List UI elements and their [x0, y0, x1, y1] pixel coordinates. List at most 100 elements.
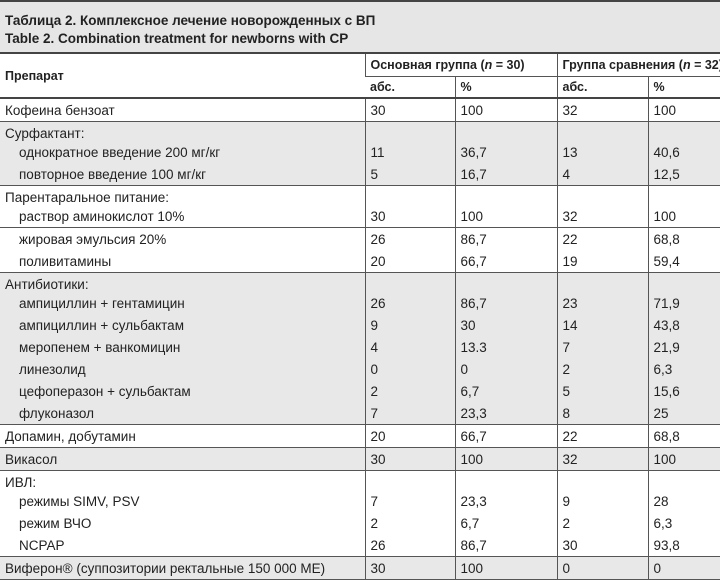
row-label: флуконазол — [0, 402, 365, 425]
cell-main-abs: 30 — [364, 447, 455, 471]
cell-comp-abs — [556, 185, 648, 205]
group-label-row: ИВЛ: — [0, 470, 720, 490]
row-label: однократное введение 200 мг/кг — [0, 141, 365, 163]
cell-main-abs — [364, 185, 455, 205]
cell-comp-abs: 2 — [556, 358, 648, 380]
table-row: линезолид 0 0 2 6,3 — [0, 358, 720, 380]
cell-comp-abs: 9 — [556, 490, 648, 512]
cell-main-pct: 86,7 — [454, 292, 557, 314]
cell-comp-pct: 100 — [647, 98, 720, 122]
cell-comp-pct: 6,3 — [647, 358, 720, 380]
table-row: повторное введение 100 мг/кг 5 16,7 4 12,5 — [0, 163, 720, 186]
table-caption: Таблица 2. Комплексное лечение новорожде… — [0, 0, 720, 52]
cell-main-abs — [364, 470, 455, 490]
group-label-row: Сурфактант: — [0, 121, 720, 141]
table-row: раствор аминокислот 10% 30 100 32 100 — [0, 205, 720, 228]
table-row: цефоперазон + сульбактам 2 6,7 5 15,6 — [0, 380, 720, 402]
cell-comp-abs — [556, 272, 648, 292]
cell-main-pct: 0 — [454, 358, 557, 380]
cell-comp-abs: 2 — [556, 512, 648, 534]
cell-comp-pct — [647, 121, 720, 141]
table-row: Викасол 30 100 32 100 — [0, 447, 720, 471]
row-label: режим ВЧО — [19, 515, 92, 531]
row-label: Виферон® (суппозитории ректальные 150 00… — [0, 556, 365, 580]
table-row: меропенем + ванкомицин 4 13.3 7 21,9 — [0, 336, 720, 358]
header-comp-abs: абс. — [556, 76, 648, 98]
cell-main-abs: 20 — [364, 250, 455, 273]
cell-main-abs: 30 — [364, 205, 455, 228]
row-label: жировая эмульсия 20% — [0, 227, 365, 250]
cell-comp-pct: 21,9 — [647, 336, 720, 358]
cell-main-pct: 16,7 — [454, 163, 557, 186]
row-label: Кофеина бензоат — [5, 102, 115, 118]
cell-comp-abs — [556, 470, 648, 490]
header-drug: Препарат — [0, 52, 365, 98]
cell-main-pct: 86,7 — [454, 534, 557, 557]
cell-comp-pct: 0 — [647, 556, 720, 580]
cell-comp-abs: 32 — [556, 98, 648, 122]
row-label: ИВЛ: — [0, 470, 365, 490]
cell-comp-pct: 59,4 — [647, 250, 720, 273]
cell-main-abs: 7 — [364, 490, 455, 512]
cell-comp-abs: 14 — [556, 314, 648, 336]
cell-main-abs: 26 — [364, 534, 455, 557]
cell-main-pct: 36,7 — [454, 141, 557, 163]
cell-main-pct: 23,3 — [454, 490, 557, 512]
caption-en: Table 2. Combination treatment for newbo… — [5, 31, 349, 46]
cell-comp-abs: 22 — [556, 424, 648, 448]
table-row: Допамин, добутамин 20 66,7 22 68,8 — [0, 424, 720, 448]
cell-main-pct: 86,7 — [454, 227, 557, 250]
cell-comp-pct: 12,5 — [647, 163, 720, 186]
cell-comp-pct: 43,8 — [647, 314, 720, 336]
table-row: ампициллин + гентамицин 26 86,7 23 71,9 — [0, 292, 720, 314]
cell-main-pct: 23,3 — [454, 402, 557, 425]
cell-main-pct — [454, 185, 557, 205]
cell-main-abs: 9 — [364, 314, 455, 336]
table-body: Кофеина бензоат 30 100 32 100 Сурфактант: одно… — [0, 98, 720, 580]
cell-comp-pct: 40,6 — [647, 141, 720, 163]
cell-comp-pct: 71,9 — [647, 292, 720, 314]
cell-comp-abs: 30 — [556, 534, 648, 557]
table-row: поливитамины 20 66,7 19 59,4 — [0, 250, 720, 273]
table-row: однократное введение 200 мг/кг 11 36,7 13 40… — [0, 141, 720, 163]
cell-main-pct: 30 — [454, 314, 557, 336]
row-label: Допамин, добутамин — [0, 424, 365, 448]
table-row: режим ВЧО 2 6,7 2 6,3 — [0, 512, 720, 534]
table-row: NCPAP 26 86,7 30 93,8 — [0, 534, 720, 557]
treatment-table: Препарат Основная группа (n = 30) Группа… — [0, 52, 720, 580]
header-main-pct: % — [454, 76, 557, 98]
cell-comp-abs — [556, 121, 648, 141]
cell-comp-abs: 8 — [556, 402, 648, 425]
cell-main-pct: 13.3 — [454, 336, 557, 358]
cell-comp-pct: 68,8 — [647, 424, 720, 448]
cell-comp-abs: 5 — [556, 380, 648, 402]
cell-comp-pct — [647, 185, 720, 205]
cell-main-pct: 6,7 — [454, 380, 557, 402]
cell-comp-pct: 93,8 — [647, 534, 720, 557]
row-label: Сурфактант: — [0, 121, 365, 141]
cell-comp-pct — [647, 470, 720, 490]
cell-main-abs: 4 — [364, 336, 455, 358]
row-label: Парентаральное питание: — [0, 185, 365, 205]
cell-comp-abs: 23 — [556, 292, 648, 314]
cell-main-abs: 30 — [364, 556, 455, 580]
cell-main-pct: 100 — [454, 98, 557, 122]
cell-comp-pct: 15,6 — [647, 380, 720, 402]
cell-comp-abs: 0 — [556, 556, 648, 580]
cell-main-pct — [454, 121, 557, 141]
row-label: ампициллин + сульбактам — [0, 314, 365, 336]
row-label: Викасол — [0, 447, 365, 471]
cell-comp-pct: 25 — [647, 402, 720, 425]
cell-comp-abs: 4 — [556, 163, 648, 186]
caption-ru: Таблица 2. Комплексное лечение новорожде… — [5, 13, 376, 28]
cell-main-abs: 26 — [364, 292, 455, 314]
cell-main-abs: 7 — [364, 402, 455, 425]
cell-main-abs: 20 — [364, 424, 455, 448]
table-row: ампициллин + сульбактам 9 30 14 43,8 — [0, 314, 720, 336]
cell-comp-abs: 32 — [556, 447, 648, 471]
cell-main-abs: 26 — [364, 227, 455, 250]
cell-comp-pct: 68,8 — [647, 227, 720, 250]
row-label: режимы SIMV, PSV — [19, 493, 140, 509]
table-row: Виферон® (суппозитории ректальные 150 00… — [0, 556, 720, 580]
row-label: NCPAP — [19, 537, 65, 553]
